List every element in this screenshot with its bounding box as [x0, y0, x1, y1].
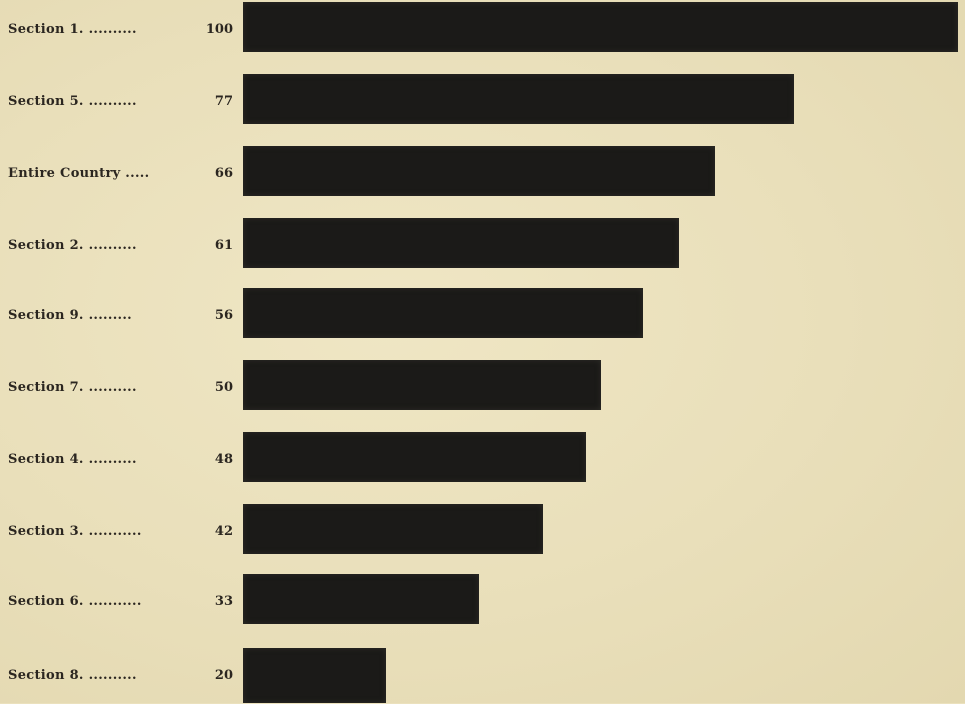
value-label: 100 — [205, 22, 233, 37]
bar-row: Entire Country ..... 66 — [0, 146, 965, 202]
bar-row: Section 9. ......... 56 — [0, 288, 965, 344]
category-label: Section 2. .......... — [8, 238, 137, 253]
value-label: 61 — [214, 238, 233, 253]
bar-row: Section 3. ........... 42 — [0, 504, 965, 560]
value-label: 56 — [214, 308, 233, 323]
category-label: Section 1. .......... — [8, 22, 137, 37]
bar — [243, 288, 643, 338]
bar — [243, 360, 601, 410]
bar — [243, 504, 543, 554]
category-label: Section 3. ........... — [8, 524, 142, 539]
value-label: 77 — [214, 94, 233, 109]
category-label: Section 9. ......... — [8, 308, 132, 323]
value-label: 33 — [214, 594, 233, 609]
bar-row: Section 7. .......... 50 — [0, 360, 965, 416]
category-label: Section 5. .......... — [8, 94, 137, 109]
value-label: 66 — [214, 166, 233, 181]
bar — [243, 74, 794, 124]
bar-row: Section 5. .......... 77 — [0, 74, 965, 130]
bar — [243, 574, 479, 624]
value-label: 48 — [214, 452, 233, 467]
bar-row: Section 4. .......... 48 — [0, 432, 965, 488]
value-label: 50 — [214, 380, 233, 395]
bar — [243, 218, 679, 268]
value-label: 42 — [214, 524, 233, 539]
bar-row: Section 6. ........... 33 — [0, 574, 965, 630]
bar — [243, 432, 586, 482]
bar — [243, 146, 715, 196]
category-label: Section 8. .......... — [8, 668, 137, 683]
category-label: Entire Country ..... — [8, 166, 150, 181]
category-label: Section 6. ........... — [8, 594, 142, 609]
category-label: Section 7. .......... — [8, 380, 137, 395]
bar-row: Section 1. .......... 100 — [0, 2, 965, 58]
value-label: 20 — [214, 668, 233, 683]
bar-row: Section 8. .......... 20 — [0, 648, 965, 704]
bar — [243, 2, 958, 52]
category-label: Section 4. .......... — [8, 452, 137, 467]
bar — [243, 648, 386, 703]
bar-row: Section 2. .......... 61 — [0, 218, 965, 274]
